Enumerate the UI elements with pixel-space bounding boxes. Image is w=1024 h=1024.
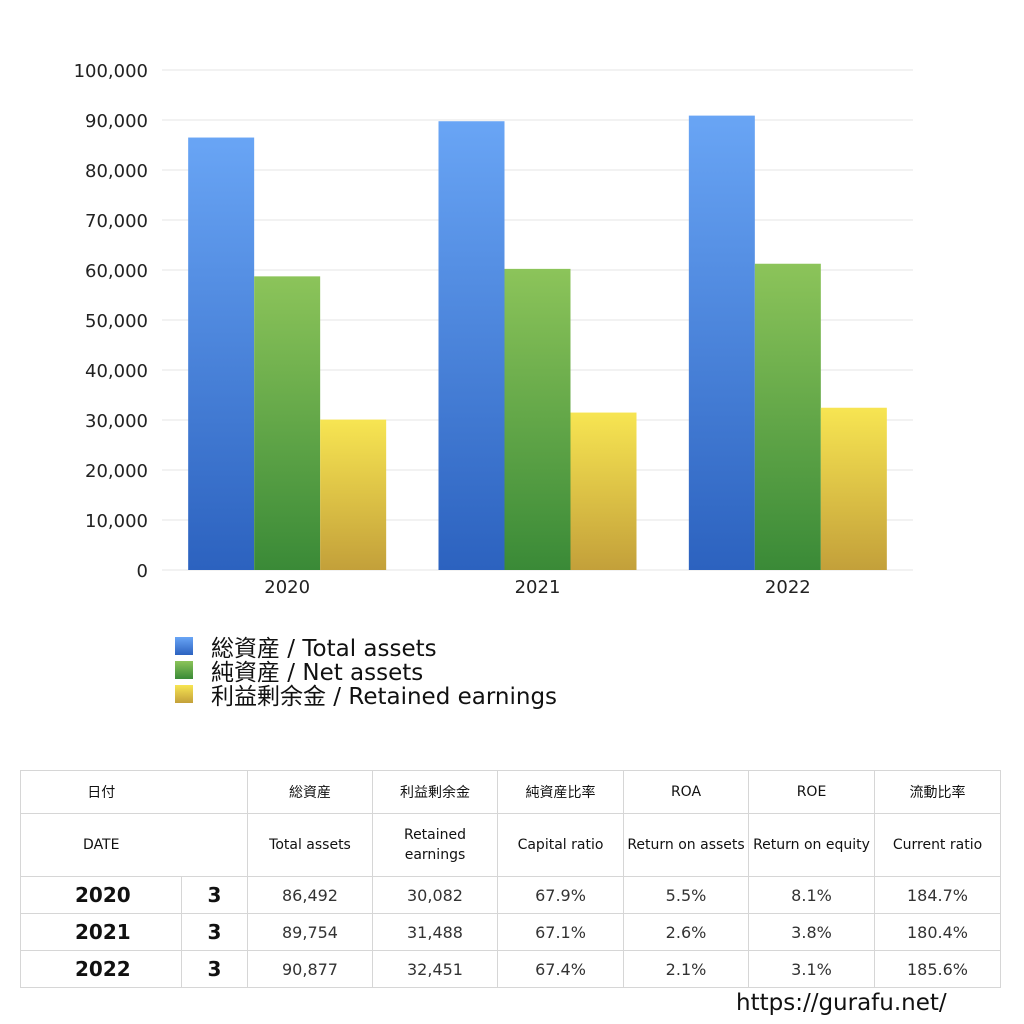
cell-roa: 5.5%: [623, 876, 749, 914]
legend-swatch-retained-earnings: [175, 685, 193, 703]
cell-capital-ratio: 67.9%: [497, 876, 624, 914]
cell-roe: 8.1%: [748, 876, 875, 914]
header-total-assets-jp: 総資産: [247, 770, 373, 814]
table-row: 2021 3 89,754 31,488 67.1% 2.6% 3.8% 180…: [20, 913, 1001, 951]
x-axis-ticks: 2020 2021 2022: [264, 577, 810, 598]
source-url: https://gurafu.net/: [736, 990, 947, 1016]
row-month: 3: [181, 913, 248, 951]
cell-retained: 31,488: [372, 913, 498, 951]
table-header-row-en: DATE Total assets Retained earnings Capi…: [20, 813, 1001, 877]
header-roe-jp: ROE: [748, 770, 875, 814]
cell-current-ratio: 184.7%: [874, 876, 1001, 914]
bar-2022-series-1: [754, 263, 821, 570]
table-row: 2022 3 90,877 32,451 67.4% 2.1% 3.1% 185…: [20, 950, 1001, 988]
header-total-assets-en: Total assets: [247, 813, 373, 877]
cell-capital-ratio: 67.1%: [497, 913, 624, 951]
bar-chart: 0 10,000 20,000 30,000 40,000 50,000 60,000 70,…: [74, 61, 913, 598]
row-year: 2021: [20, 913, 182, 951]
legend-label: 純資産 / Net assets: [211, 660, 424, 686]
bar-2022-series-0: [688, 115, 755, 571]
cell-roe: 3.1%: [748, 950, 875, 988]
header-current-ratio-en: Current ratio: [874, 813, 1001, 877]
bar-2021-series-0: [438, 121, 505, 570]
header-date-jp: 日付: [20, 770, 182, 814]
financial-metrics-table: 日付 総資産 利益剰余金 純資産比率 ROA ROE 流動比率 DATE Tot…: [20, 770, 1001, 988]
legend-item-net-assets: 純資産 / Net assets: [175, 658, 557, 686]
legend-label: 利益剰余金 / Retained earnings: [211, 684, 558, 710]
header-retained-en: Retained earnings: [372, 813, 498, 877]
bars: [188, 115, 887, 571]
legend-swatch-net-assets: [175, 661, 193, 679]
legend-label: 総資産 / Total assets: [211, 636, 437, 662]
bar-2020-series-0: [188, 137, 255, 571]
y-tick-label: 100,000: [74, 61, 148, 82]
header-spacer: [181, 770, 248, 814]
table-row: 2020 3 86,492 30,082 67.9% 5.5% 8.1% 184…: [20, 876, 1001, 914]
bar-2022-series-2: [820, 407, 887, 570]
cell-capital-ratio: 67.4%: [497, 950, 624, 988]
y-tick-label: 20,000: [85, 461, 148, 482]
y-axis-ticks: 0 10,000 20,000 30,000 40,000 50,000 60,000 70,…: [74, 61, 148, 582]
cell-total-assets: 89,754: [247, 913, 373, 951]
y-tick-label: 90,000: [85, 111, 148, 132]
row-month: 3: [181, 950, 248, 988]
cell-roa: 2.1%: [623, 950, 749, 988]
legend-swatch-total-assets: [175, 637, 193, 655]
x-tick-label: 2022: [765, 577, 811, 598]
header-capital-ratio-jp: 純資産比率: [497, 770, 624, 814]
y-tick-label: 10,000: [85, 511, 148, 532]
cell-retained: 32,451: [372, 950, 498, 988]
x-tick-label: 2020: [264, 577, 310, 598]
header-roa-jp: ROA: [623, 770, 749, 814]
bar-2020-series-1: [254, 276, 321, 570]
row-year: 2022: [20, 950, 182, 988]
y-tick-label: 70,000: [85, 211, 148, 232]
bar-2021-series-2: [570, 412, 637, 570]
row-year: 2020: [20, 876, 182, 914]
y-tick-label: 50,000: [85, 311, 148, 332]
row-month: 3: [181, 876, 248, 914]
header-spacer: [181, 813, 248, 877]
y-tick-label: 40,000: [85, 361, 148, 382]
y-tick-label: 0: [137, 561, 148, 582]
cell-total-assets: 90,877: [247, 950, 373, 988]
cell-current-ratio: 185.6%: [874, 950, 1001, 988]
header-roe-en: Return on equity: [748, 813, 875, 877]
header-current-ratio-jp: 流動比率: [874, 770, 1001, 814]
bar-2021-series-1: [504, 268, 571, 570]
y-tick-label: 30,000: [85, 411, 148, 432]
cell-current-ratio: 180.4%: [874, 913, 1001, 951]
header-capital-ratio-en: Capital ratio: [497, 813, 624, 877]
y-tick-label: 80,000: [85, 161, 148, 182]
table-header-row-jp: 日付 総資産 利益剰余金 純資産比率 ROA ROE 流動比率: [20, 770, 1001, 814]
legend: 総資産 / Total assets 純資産 / Net assets 利益剰余…: [175, 634, 557, 710]
x-tick-label: 2021: [515, 577, 561, 598]
legend-item-total-assets: 総資産 / Total assets: [175, 634, 557, 662]
cell-roa: 2.6%: [623, 913, 749, 951]
cell-retained: 30,082: [372, 876, 498, 914]
cell-roe: 3.8%: [748, 913, 875, 951]
bar-2020-series-2: [320, 419, 387, 570]
header-date-en: DATE: [20, 813, 182, 877]
y-tick-label: 60,000: [85, 261, 148, 282]
header-roa-en: Return on assets: [623, 813, 749, 877]
cell-total-assets: 86,492: [247, 876, 373, 914]
header-retained-jp: 利益剰余金: [372, 770, 498, 814]
legend-item-retained-earnings: 利益剰余金 / Retained earnings: [175, 682, 557, 710]
